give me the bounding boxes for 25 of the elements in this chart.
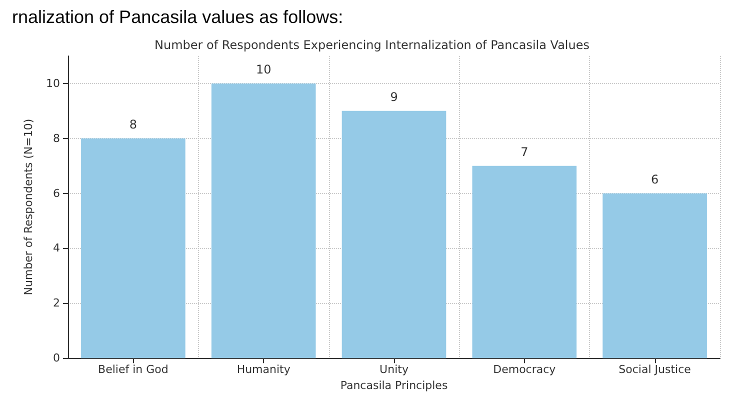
- data-label: 9: [390, 90, 398, 104]
- bar: [472, 166, 577, 358]
- data-label: 10: [256, 62, 272, 76]
- bar: [81, 138, 186, 358]
- x-axis-title: Pancasila Principles: [340, 379, 448, 392]
- y-tick-label: 0: [53, 352, 60, 365]
- x-tick-label: Unity: [380, 363, 409, 376]
- bar: [342, 110, 446, 358]
- data-label: 7: [520, 144, 528, 159]
- y-tick-label: 4: [53, 242, 60, 255]
- x-tick-label: Democracy: [493, 363, 556, 376]
- x-tick-label: Humanity: [236, 363, 291, 376]
- y-tick-label: 10: [46, 76, 60, 90]
- x-tick-label: Social Justice: [618, 363, 692, 376]
- data-label: 6: [650, 172, 659, 186]
- bar: [211, 83, 316, 358]
- y-axis-title: Number of Respondents (N=10): [22, 118, 35, 296]
- y-tick-label: 2: [53, 296, 60, 310]
- chart-title: Number of Respondents Experiencing Internalization of Pancasila Values: [154, 38, 590, 52]
- bar: [602, 193, 707, 358]
- x-tick-label: Belief in God: [98, 363, 168, 376]
- text: rnalization of Pancasila values as follows:: [12, 7, 344, 27]
- y-tick-label: 8: [53, 132, 60, 145]
- data-label: 8: [129, 117, 138, 132]
- y-tick-label: 6: [53, 186, 60, 200]
